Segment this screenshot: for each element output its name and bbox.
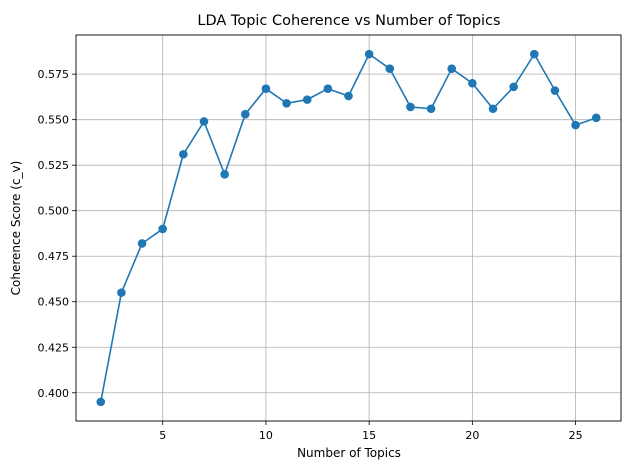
y-tick-label: 0.550	[38, 114, 70, 127]
data-point	[199, 117, 209, 126]
y-axis-label: Coherence Score (c_v)	[9, 161, 23, 296]
data-point	[261, 84, 271, 94]
data-point	[529, 49, 539, 59]
x-tick-label: 25	[569, 429, 583, 442]
data-point	[447, 64, 457, 73]
data-point	[96, 397, 106, 407]
data-point	[509, 82, 518, 92]
data-point	[364, 49, 374, 59]
y-tick-label: 0.450	[38, 296, 70, 309]
data-point	[550, 86, 560, 95]
data-point	[220, 169, 229, 179]
y-tick-label: 0.500	[38, 205, 70, 218]
data-point	[468, 78, 477, 88]
data-point	[488, 104, 498, 114]
x-axis-label: Number of Topics	[297, 446, 401, 460]
chart-title: LDA Topic Coherence vs Number of Topics	[197, 13, 500, 29]
data-point	[282, 98, 291, 108]
data-point	[179, 149, 188, 159]
series-line-group	[99, 53, 597, 403]
data-point	[158, 224, 168, 234]
data-point	[426, 104, 436, 114]
data-points	[96, 49, 601, 407]
data-point	[571, 120, 580, 130]
plot-frame	[75, 34, 622, 422]
data-point	[302, 95, 312, 104]
data-point	[117, 288, 126, 297]
grid	[76, 35, 621, 421]
data-point	[385, 64, 395, 73]
x-tick-label: 5	[159, 429, 166, 442]
x-tick-label: 15	[362, 429, 376, 442]
data-point	[323, 84, 333, 94]
data-point	[137, 239, 147, 248]
y-tick-label: 0.400	[38, 387, 70, 400]
y-tick-label: 0.525	[38, 159, 70, 172]
y-tick-label: 0.425	[38, 341, 70, 354]
data-point	[344, 91, 353, 101]
data-point	[406, 102, 415, 112]
y-axis-ticks: 0.400 0.425 0.450 0.475 0.500 0.525 0.550 0.575	[38, 68, 76, 400]
x-tick-label: 10	[259, 429, 273, 442]
data-point	[240, 109, 250, 119]
y-tick-label: 0.575	[38, 68, 70, 81]
y-tick-label: 0.475	[38, 250, 70, 263]
series-line	[99, 53, 597, 403]
x-axis-ticks: 5 10 15 20 25	[159, 421, 583, 442]
data-point	[591, 113, 601, 123]
x-tick-label: 20	[465, 429, 479, 442]
